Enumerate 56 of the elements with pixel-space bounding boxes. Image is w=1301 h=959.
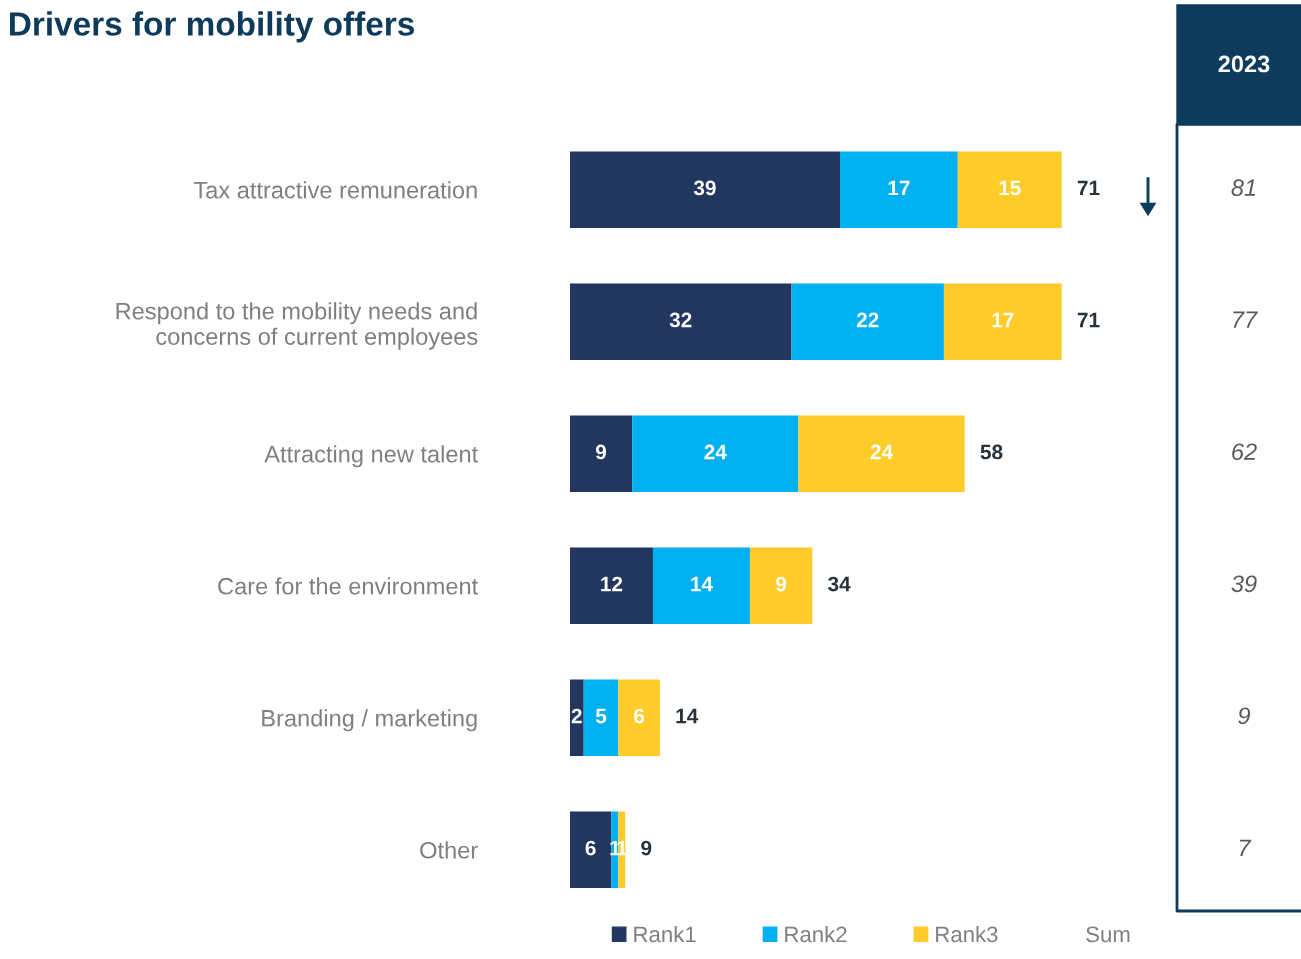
text: Drivers for mobility offers — [10, 11, 414, 43]
data-label: 6 — [585, 840, 596, 856]
text: 77 — [1233, 311, 1258, 328]
data-label: 14 — [691, 576, 713, 592]
total-label: 58 — [980, 444, 1003, 460]
bar — [618, 679, 660, 757]
total-label: 14 — [676, 708, 699, 724]
total-label: 71 — [1077, 180, 1100, 196]
bar — [583, 679, 619, 757]
data-label: 17 — [888, 180, 910, 196]
total-label: 71 — [1077, 312, 1100, 328]
legend-label: Rank1 — [634, 925, 696, 943]
data-label: 22 — [856, 312, 879, 328]
total-label: 34 — [828, 576, 851, 592]
data-label: 15 — [999, 180, 1021, 196]
data-label: 24 — [870, 444, 894, 460]
bar — [652, 547, 750, 625]
bar — [957, 151, 1062, 229]
bar — [569, 547, 653, 625]
text: Sum — [1086, 926, 1130, 943]
bar — [632, 415, 799, 493]
data-label: 6 — [634, 708, 645, 724]
y-tick-label: Care for the environment — [218, 577, 479, 595]
data-label: 9 — [595, 444, 607, 460]
bar — [569, 415, 633, 493]
y-tick-label: Branding / marketing — [262, 709, 477, 732]
bar — [943, 283, 1062, 361]
bar — [791, 283, 944, 361]
data-label: 17 — [992, 312, 1014, 328]
text: 9 — [1238, 707, 1251, 725]
legend-label: Rank2 — [785, 925, 847, 943]
text: 62 — [1232, 443, 1257, 461]
text: 2023 — [1218, 55, 1270, 73]
data-label: 39 — [693, 180, 716, 196]
legend-label: Rank3 — [936, 925, 998, 943]
text: 39 — [1231, 575, 1257, 593]
bar — [749, 547, 813, 625]
bar — [569, 283, 792, 361]
data-label: 12 — [601, 576, 623, 592]
data-label: 32 — [669, 312, 692, 328]
bar — [569, 811, 612, 889]
y-tick-label: Attracting new talent — [264, 445, 479, 468]
y-tick-label: Other — [420, 841, 478, 859]
data-label: 9 — [776, 576, 787, 592]
bar — [569, 679, 584, 757]
y-tick-label: Tax attractive remuneration — [193, 181, 477, 199]
total-label: 9 — [641, 840, 652, 856]
bar — [569, 151, 840, 229]
data-label: 2 — [571, 708, 582, 724]
y-tick-label: Respond to the mobility needs and concerns of current employees — [116, 302, 478, 350]
bar — [840, 151, 958, 229]
data-label: 5 — [595, 708, 607, 724]
bar — [798, 415, 965, 493]
text: 7 — [1239, 839, 1252, 856]
data-label: 24 — [704, 444, 727, 460]
text: 81 — [1231, 179, 1256, 197]
